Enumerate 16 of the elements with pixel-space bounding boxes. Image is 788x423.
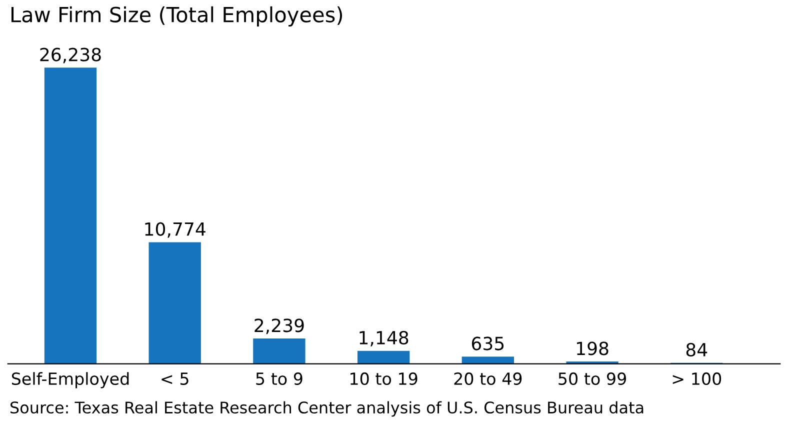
data-label: 10,774 — [145, 222, 206, 238]
data-label: 26,238 — [40, 48, 101, 64]
x-tick-label: 50 to 99 — [558, 372, 626, 386]
data-label: 198 — [577, 342, 608, 356]
x-tick-label: Self-Employed — [12, 372, 129, 388]
data-label: 1,148 — [360, 330, 408, 346]
x-tick-label: 20 to 49 — [454, 372, 522, 386]
data-label: 635 — [472, 336, 504, 350]
x-tick-label: < 5 — [162, 372, 188, 386]
data-label: 84 — [686, 342, 708, 357]
data-label: 2,239 — [254, 318, 304, 334]
x-tick-label: 10 to 19 — [350, 372, 418, 386]
source-note: Source: Texas Real Estate Research Center analysis of U.S. Census Bureau data — [10, 401, 644, 417]
x-tick-label: 5 to 9 — [256, 372, 302, 386]
chart-title: Law Firm Size (Total Employees) — [12, 6, 342, 27]
x-tick-label: > 100 — [672, 372, 722, 386]
